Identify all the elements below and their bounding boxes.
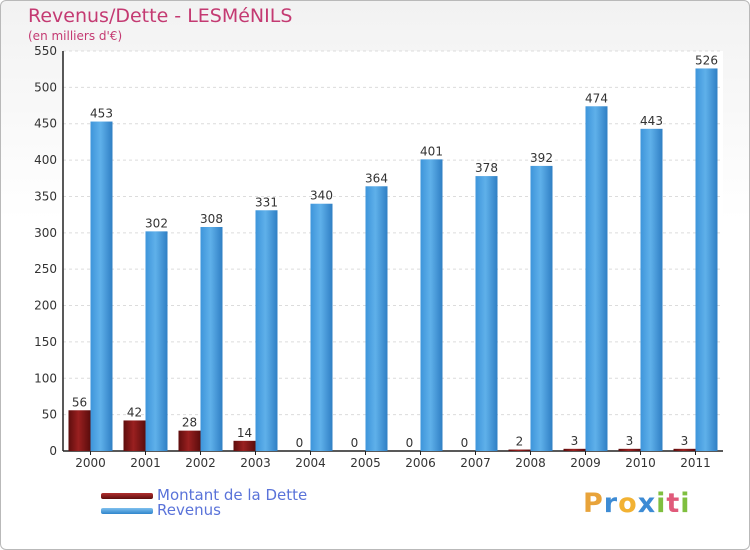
data-label-debt: 3: [626, 434, 634, 448]
chart-subtitle: (en milliers d'€): [28, 29, 123, 43]
data-label-debt: 28: [182, 416, 197, 430]
y-tick-label: 400: [34, 153, 57, 167]
logo-letter: x: [637, 488, 657, 519]
bar-debt: [563, 448, 586, 451]
legend-label-revenue: Revenus: [157, 501, 221, 519]
plot-area: [63, 51, 723, 451]
logo-letter: t: [666, 488, 681, 519]
proxiti-logo: Proxiti: [583, 488, 691, 519]
x-tick-label: 2005: [350, 456, 381, 470]
bar-debt: [233, 440, 256, 451]
bar-debt: [673, 448, 696, 451]
legend-swatch-debt: [101, 493, 153, 499]
data-label-debt: 0: [351, 436, 359, 450]
data-label-revenue: 401: [420, 144, 443, 158]
x-tick-label: 2009: [570, 456, 601, 470]
x-tick-label: 2004: [295, 456, 326, 470]
data-label-revenue: 392: [530, 151, 553, 165]
data-label-revenue: 474: [585, 91, 608, 105]
data-label-debt: 0: [296, 436, 304, 450]
data-label-revenue: 302: [145, 216, 168, 230]
data-label-revenue: 453: [90, 107, 113, 121]
bar-revenue: [90, 121, 113, 451]
y-tick-label: 450: [34, 117, 57, 131]
data-label-revenue: 364: [365, 171, 388, 185]
data-label-debt: 42: [127, 405, 142, 419]
x-tick-label: 2006: [405, 456, 436, 470]
y-tick-label: 0: [49, 444, 57, 458]
bar-revenue: [365, 186, 388, 452]
data-label-revenue: 443: [640, 114, 663, 128]
legend-swatch-revenue: [101, 508, 153, 514]
logo-letter: i: [656, 488, 667, 519]
x-tick-label: 2010: [625, 456, 656, 470]
bar-revenue: [585, 106, 608, 451]
data-label-revenue: 378: [475, 161, 498, 175]
bar-revenue: [530, 165, 553, 451]
bar-revenue: [640, 128, 663, 451]
data-label-debt: 3: [681, 434, 689, 448]
y-tick-label: 550: [34, 44, 57, 58]
y-tick-label: 50: [42, 408, 57, 422]
y-tick-label: 200: [34, 299, 57, 313]
data-label-debt: 0: [461, 436, 469, 450]
bar-debt: [508, 449, 531, 451]
bar-debt: [618, 448, 641, 451]
bar-revenue: [475, 176, 498, 451]
chart-title: Revenus/Dette - LESMéNILS: [28, 5, 293, 27]
x-tick-label: 2011: [680, 456, 711, 470]
data-label-debt: 56: [72, 395, 87, 409]
logo-letter: i: [680, 488, 691, 519]
legend-label-debt: Montant de la Dette: [157, 486, 308, 504]
bar-debt: [178, 430, 201, 451]
logo-letter: o: [618, 488, 638, 519]
y-tick-label: 500: [34, 80, 57, 94]
data-label-revenue: 340: [310, 189, 333, 203]
bar-revenue: [310, 203, 333, 451]
bar-revenue: [255, 210, 278, 451]
data-label-debt: 3: [571, 434, 579, 448]
data-label-debt: 14: [237, 426, 252, 440]
x-tick-label: 2003: [240, 456, 271, 470]
x-tick-label: 2000: [75, 456, 106, 470]
bar-revenue: [695, 68, 718, 452]
x-tick-label: 2001: [130, 456, 161, 470]
y-tick-label: 250: [34, 262, 57, 276]
data-label-debt: 0: [406, 436, 414, 450]
y-tick-label: 100: [34, 371, 57, 385]
data-label-revenue: 331: [255, 195, 278, 209]
y-tick-label: 350: [34, 189, 57, 203]
bar-revenue: [200, 227, 223, 451]
bar-revenue: [420, 159, 443, 451]
y-tick-label: 150: [34, 335, 57, 349]
data-label-debt: 2: [516, 435, 524, 449]
data-label-revenue: 526: [695, 53, 718, 67]
x-tick-label: 2002: [185, 456, 216, 470]
y-tick-label: 300: [34, 226, 57, 240]
data-label-revenue: 308: [200, 212, 223, 226]
bar-debt: [68, 410, 91, 451]
logo-letter: P: [583, 488, 604, 519]
bar-revenue: [145, 231, 168, 451]
x-tick-label: 2008: [515, 456, 546, 470]
bar-debt: [123, 420, 146, 451]
logo-letter: r: [603, 488, 619, 519]
x-tick-label: 2007: [460, 456, 491, 470]
